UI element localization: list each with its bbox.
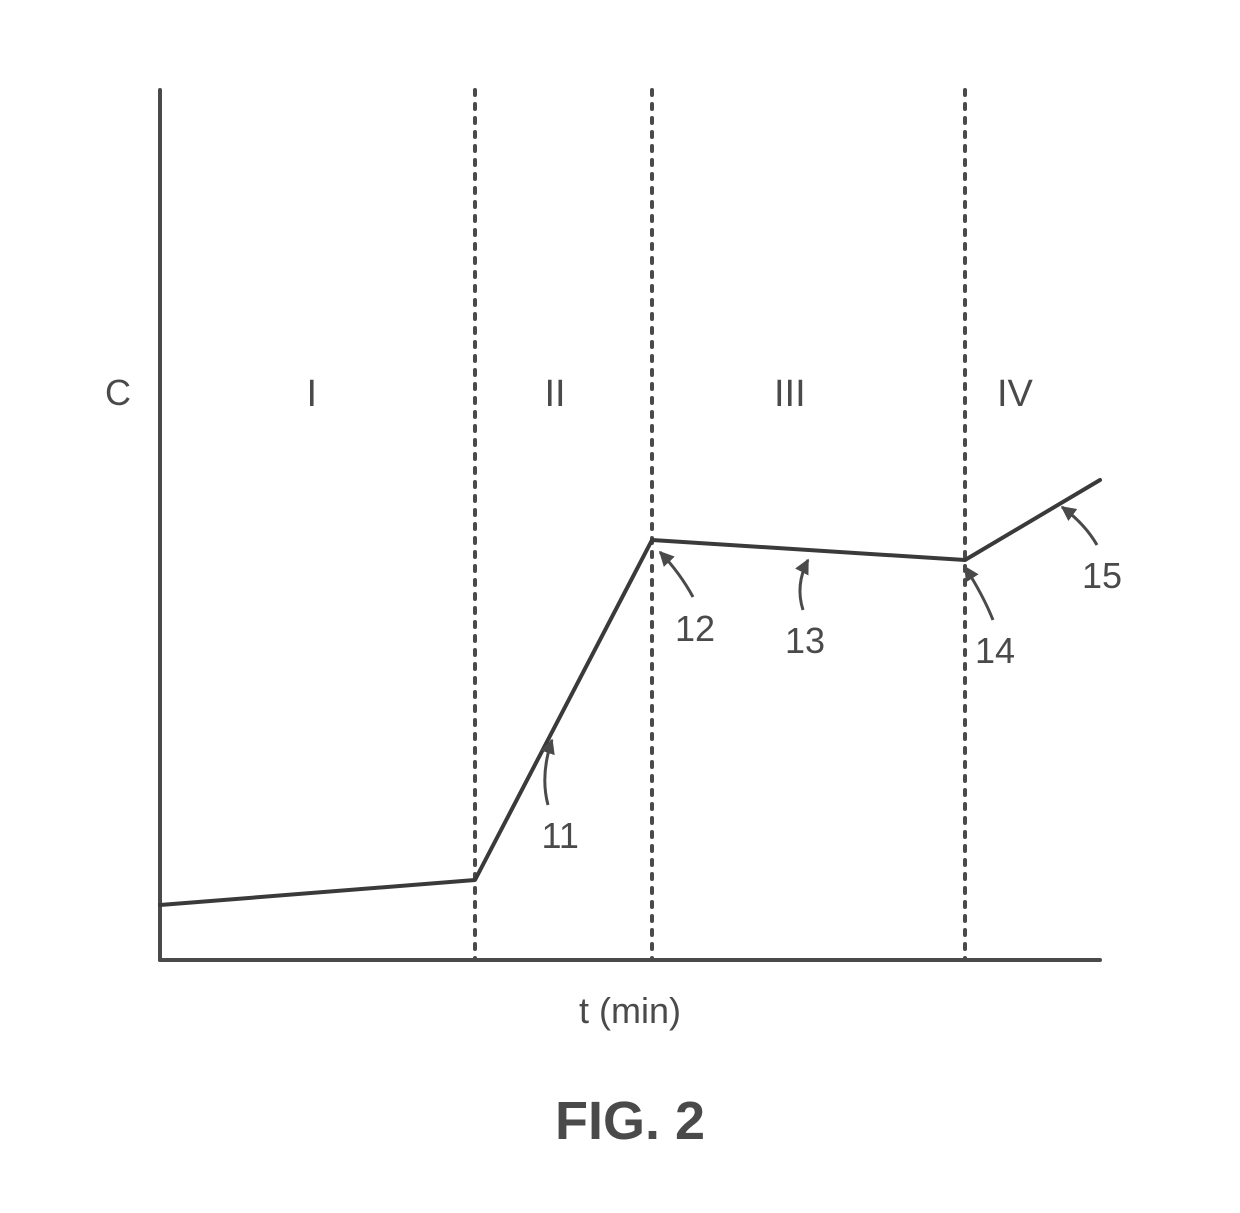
y-axis-label: C	[105, 372, 131, 414]
callout-label: 13	[785, 620, 825, 662]
region-label: II	[545, 373, 566, 416]
callout-leader	[800, 560, 808, 610]
callout-leader	[1062, 507, 1097, 545]
x-axis-label: t (min)	[579, 990, 681, 1032]
callout-label: 15	[1082, 555, 1122, 597]
figure-container: C t (min) FIG. 2 IIIIIIIV1112131415	[0, 0, 1240, 1213]
callout-label: 11	[542, 815, 579, 857]
region-label: I	[307, 373, 318, 416]
figure-caption: FIG. 2	[555, 1090, 705, 1152]
callout-leader	[545, 740, 552, 805]
region-label: III	[774, 373, 806, 416]
callout-label: 14	[975, 630, 1015, 672]
region-label: IV	[997, 373, 1033, 416]
callout-leader	[965, 567, 993, 620]
callout-leader	[660, 552, 693, 597]
callout-label: 12	[675, 608, 715, 650]
data-line	[160, 480, 1100, 905]
